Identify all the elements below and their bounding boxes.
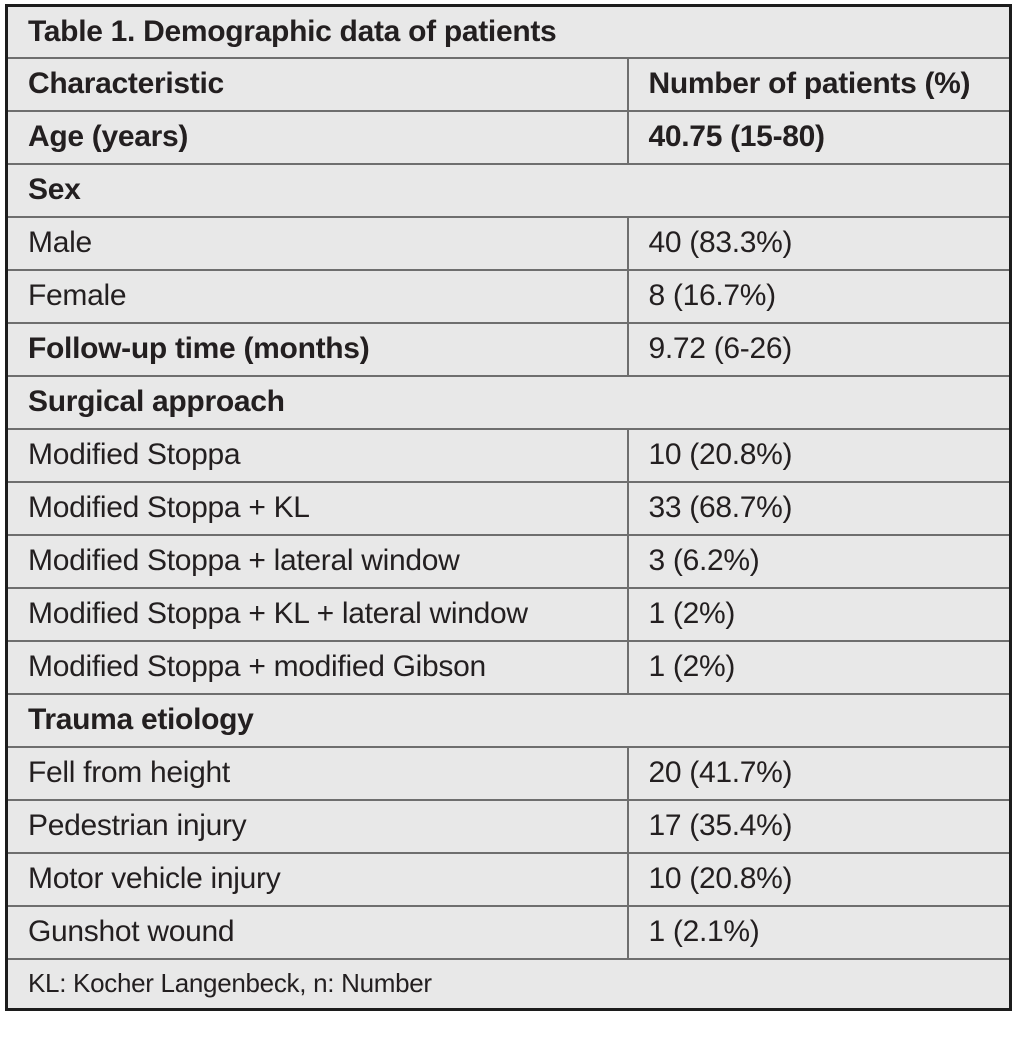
header-row: Characteristic Number of patients (%): [5, 56, 1012, 112]
row-value: 33 (68.7%): [626, 480, 1012, 536]
table-row: Modified Stoppa + lateral window 3 (6.2%…: [5, 533, 1012, 589]
title-row: Table 1. Demographic data of patients: [5, 4, 1012, 59]
row-label: Gunshot wound: [5, 904, 629, 960]
table-row: Modified Stoppa + modified Gibson 1 (2%): [5, 639, 1012, 695]
row-label: Modified Stoppa + lateral window: [5, 533, 629, 589]
section-header: Surgical approach: [5, 374, 1012, 430]
table-row: Follow-up time (months) 9.72 (6-26): [5, 321, 1012, 377]
row-value: 8 (16.7%): [626, 268, 1012, 324]
section-header: Trauma etiology: [5, 692, 1012, 748]
column-header-characteristic: Characteristic: [5, 56, 629, 112]
table-row: Fell from height 20 (41.7%): [5, 745, 1012, 801]
row-value: 10 (20.8%): [626, 851, 1012, 907]
table-row: Age (years) 40.75 (15-80): [5, 109, 1012, 165]
column-header-number: Number of patients (%): [626, 56, 1012, 112]
table-row: Gunshot wound 1 (2.1%): [5, 904, 1012, 960]
row-label: Modified Stoppa: [5, 427, 629, 483]
table-row: Motor vehicle injury 10 (20.8%): [5, 851, 1012, 907]
table-row: Modified Stoppa + KL 33 (68.7%): [5, 480, 1012, 536]
footnote-row: KL: Kocher Langenbeck, n: Number: [5, 957, 1012, 1011]
section-row: Sex: [5, 162, 1012, 218]
row-label: Female: [5, 268, 629, 324]
row-value: 9.72 (6-26): [626, 321, 1012, 377]
table-row: Pedestrian injury 17 (35.4%): [5, 798, 1012, 854]
row-value: 3 (6.2%): [626, 533, 1012, 589]
row-label: Modified Stoppa + KL + lateral window: [5, 586, 629, 642]
row-label: Follow-up time (months): [5, 321, 629, 377]
row-value: 1 (2%): [626, 639, 1012, 695]
demographic-table: Table 1. Demographic data of patients Ch…: [5, 4, 1013, 1011]
table-title: Table 1. Demographic data of patients: [5, 4, 1012, 59]
row-value: 1 (2%): [626, 586, 1012, 642]
row-value: 17 (35.4%): [626, 798, 1012, 854]
section-header: Sex: [5, 162, 1012, 218]
table-row: Modified Stoppa + KL + lateral window 1 …: [5, 586, 1012, 642]
table-footnote: KL: Kocher Langenbeck, n: Number: [5, 957, 1012, 1011]
row-value: 20 (41.7%): [626, 745, 1012, 801]
table-row: Modified Stoppa 10 (20.8%): [5, 427, 1012, 483]
table-row: Female 8 (16.7%): [5, 268, 1012, 324]
row-label: Male: [5, 215, 629, 271]
row-value: 40.75 (15-80): [626, 109, 1012, 165]
section-row: Surgical approach: [5, 374, 1012, 430]
row-label: Modified Stoppa + modified Gibson: [5, 639, 629, 695]
row-label: Motor vehicle injury: [5, 851, 629, 907]
row-label: Fell from height: [5, 745, 629, 801]
row-label: Age (years): [5, 109, 629, 165]
table-row: Male 40 (83.3%): [5, 215, 1012, 271]
row-value: 40 (83.3%): [626, 215, 1012, 271]
section-row: Trauma etiology: [5, 692, 1012, 748]
row-value: 10 (20.8%): [626, 427, 1012, 483]
row-label: Modified Stoppa + KL: [5, 480, 629, 536]
row-label: Pedestrian injury: [5, 798, 629, 854]
row-value: 1 (2.1%): [626, 904, 1012, 960]
